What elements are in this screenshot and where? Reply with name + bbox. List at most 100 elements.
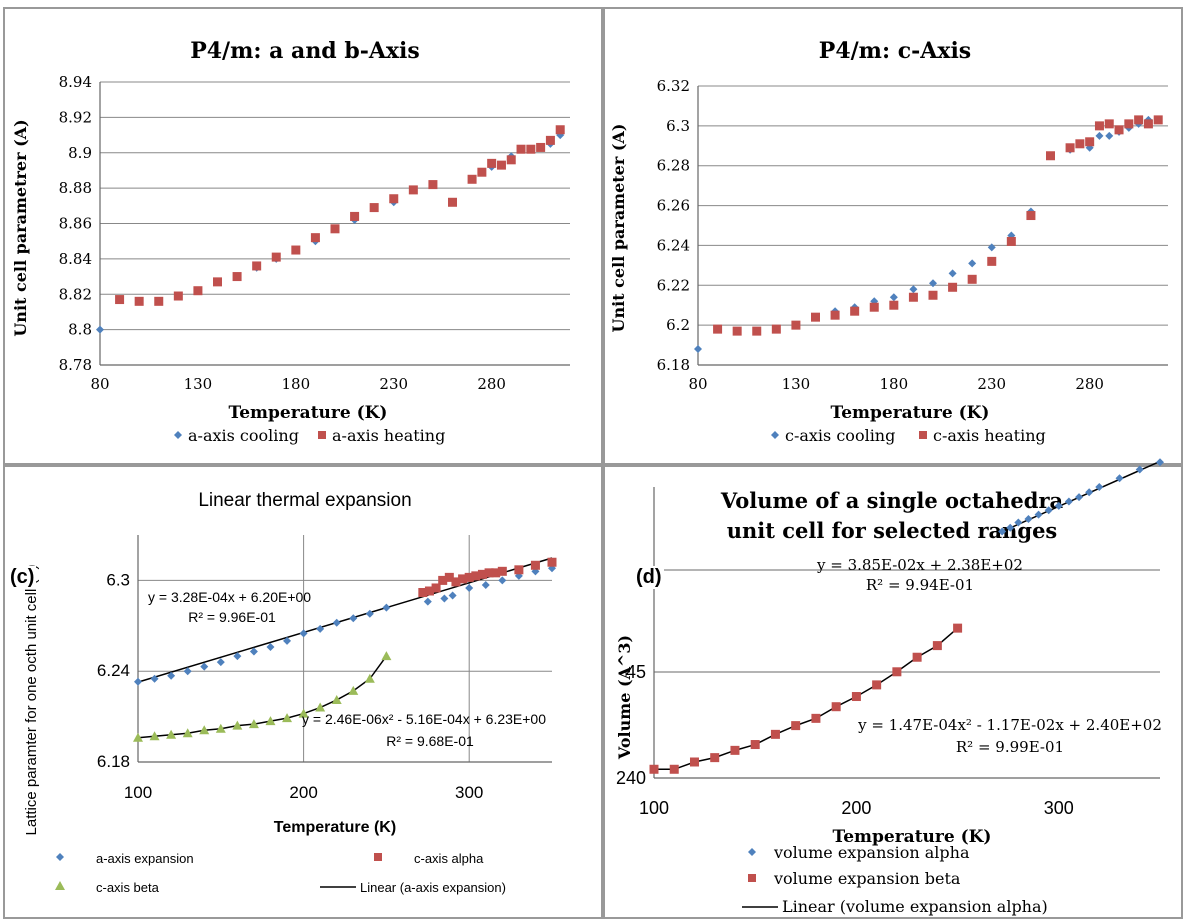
x-tick-label: 180: [282, 375, 311, 393]
point-diamond: [349, 614, 358, 623]
point-square: [928, 290, 938, 300]
point-square: [811, 713, 821, 723]
point-square: [477, 569, 487, 579]
point-square: [496, 160, 506, 170]
trendline-poly: [654, 627, 959, 771]
point-diamond: [150, 674, 159, 683]
point-square: [154, 296, 164, 306]
point-diamond: [1085, 488, 1094, 497]
y-tick-label: 6.26: [657, 197, 690, 215]
point-diamond: [1024, 515, 1033, 524]
x-tick-label: 130: [782, 375, 811, 393]
point-square: [310, 233, 320, 243]
point-diamond: [423, 597, 432, 606]
panel-label-d: (d): [634, 566, 664, 589]
y-tick-label: 6.3: [106, 570, 130, 589]
x-tick-label: 80: [688, 375, 707, 393]
point-square: [448, 197, 457, 207]
point-diamond: [167, 671, 176, 680]
x-tick-label: 180: [880, 375, 909, 393]
x-axis-label: Temperature (K): [229, 403, 388, 423]
legend-label: c-axis alpha: [414, 851, 484, 866]
point-square: [830, 310, 840, 320]
point-square: [869, 302, 879, 312]
point-triangle: [381, 651, 392, 661]
point-square: [1075, 139, 1085, 149]
point-square: [232, 272, 242, 282]
legend-label: Linear (a-axis expansion): [360, 880, 506, 895]
y-axis-label: Unit cell parameter (A): [609, 124, 628, 333]
equation-annotation: y = 2.46E-06x² - 5.16E-04x + 6.23E+00: [302, 711, 546, 727]
y-tick-label: 45: [626, 662, 646, 682]
point-diamond: [448, 591, 457, 600]
equation-annotation: y = 1.47E-04x² - 1.17E-02x + 2.40E+02: [857, 716, 1162, 734]
point-square: [252, 261, 262, 271]
legend-swatch: [748, 848, 756, 856]
x-axis-label: Temperature (K): [833, 827, 992, 847]
chart-title-line2: unit cell for selected ranges: [727, 518, 1058, 543]
point-square: [497, 566, 507, 576]
x-axis-label: Temperature (K): [831, 403, 990, 423]
point-diamond: [968, 259, 977, 268]
point-triangle: [265, 716, 276, 726]
point-square: [872, 680, 882, 690]
point-diamond: [183, 667, 192, 676]
point-square: [330, 224, 340, 234]
y-tick-label: 8.94: [59, 73, 92, 91]
point-square: [555, 125, 565, 135]
point-square: [424, 586, 434, 596]
point-diamond: [266, 642, 275, 651]
point-diamond: [233, 652, 242, 661]
point-square: [710, 753, 720, 763]
y-axis-label: Volume (A^3): [615, 635, 634, 760]
equation-annotation: R² = 9.96E-01: [188, 609, 276, 625]
point-square: [369, 203, 379, 213]
point-square: [932, 641, 942, 651]
point-diamond: [909, 285, 918, 294]
point-square: [732, 326, 742, 336]
point-square: [477, 167, 487, 177]
point-square: [506, 155, 516, 165]
chart-title: Volume of a single octahedra: [720, 488, 1064, 513]
point-square: [770, 729, 780, 739]
point-diamond: [1014, 518, 1023, 527]
point-diamond: [1115, 474, 1124, 483]
point-diamond: [249, 647, 258, 656]
point-square: [516, 144, 526, 154]
y-tick-label: 8.82: [59, 285, 92, 303]
y-tick-label: 8.84: [59, 250, 92, 268]
point-diamond: [96, 325, 104, 334]
y-tick-label: 8.88: [59, 179, 92, 197]
point-square: [389, 194, 399, 204]
chart-2: P4/m: c-Axis 6.18 6.2 6.22 6.24 6.26 6.28 6.3 6.…: [609, 38, 1168, 445]
point-square: [418, 588, 428, 598]
point-square: [750, 740, 760, 750]
chart-3: Linear thermal expansion 6.18 6.24 6.3 100 20…: [23, 490, 557, 895]
chart-1: P4/m: a and b-Axis 8.78 8.8 8.82 8.84 8.86 8.8…: [11, 38, 570, 445]
legend-label: a-axis expansion: [96, 851, 194, 866]
point-square: [350, 211, 360, 221]
legend-label: a-axis heating: [332, 426, 445, 445]
point-square: [948, 282, 958, 292]
x-tick-label: 130: [184, 375, 213, 393]
chart-title: P4/m: a and b-Axis: [190, 38, 420, 64]
point-square: [892, 667, 902, 677]
x-tick-label: 280: [477, 375, 506, 393]
point-square: [1046, 151, 1055, 161]
legend-label: c-axis cooling: [785, 426, 895, 445]
legend-label: c-axis beta: [96, 880, 160, 895]
point-diamond: [382, 603, 391, 612]
point-square: [953, 623, 963, 633]
chart-title: P4/m: c-Axis: [819, 38, 971, 64]
point-square: [458, 574, 468, 584]
point-square: [491, 568, 501, 578]
point-diamond: [365, 609, 374, 618]
panel-frame-b: [603, 7, 1183, 465]
panel-label-c: (c): [8, 566, 37, 589]
point-square: [771, 324, 781, 334]
point-square: [487, 158, 497, 168]
x-tick-label: 80: [90, 375, 109, 393]
point-triangle: [315, 702, 326, 712]
legend-swatch: [56, 853, 64, 861]
point-triangle: [166, 729, 177, 739]
